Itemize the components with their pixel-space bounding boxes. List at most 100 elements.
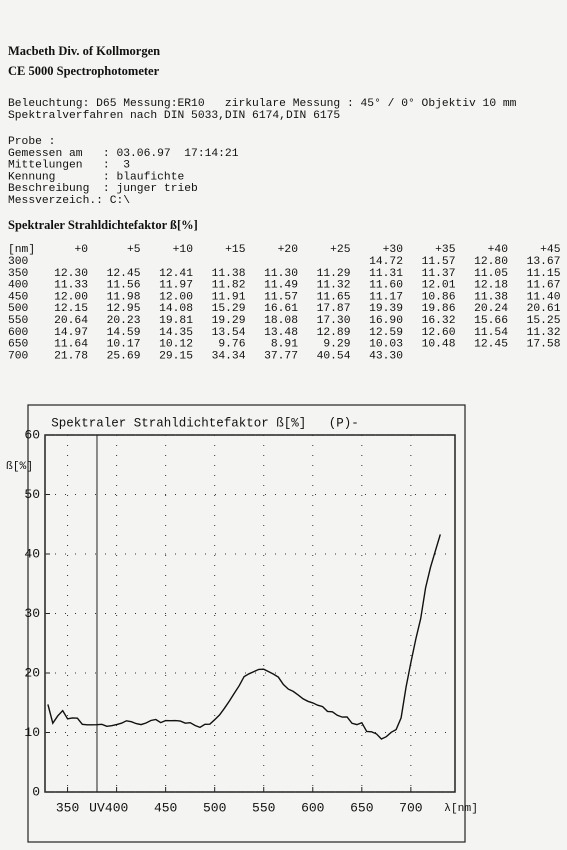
table-cell: 17.58 bbox=[527, 339, 561, 351]
table-cell: 9.29 bbox=[323, 339, 350, 351]
y-tick-label: 0 bbox=[32, 784, 40, 799]
table-cell: 10.48 bbox=[422, 339, 456, 351]
y-tick-label: 40 bbox=[24, 546, 40, 561]
table-cell: 14.59 bbox=[107, 327, 141, 339]
table-cell: 11.30 bbox=[264, 268, 298, 280]
table-cell: 11.32 bbox=[317, 280, 351, 292]
table-cell: 11.57 bbox=[264, 291, 298, 303]
table-cell: 12.45 bbox=[474, 339, 508, 351]
probe-line: Messverzeich.: C:\ bbox=[8, 195, 130, 207]
table-cell: 11.17 bbox=[369, 291, 403, 303]
y-tick-label: 20 bbox=[24, 665, 40, 680]
y-tick-label: 60 bbox=[24, 427, 40, 442]
table-cell: 12.89 bbox=[317, 327, 351, 339]
table-cell: 16.61 bbox=[264, 303, 298, 315]
table-cell: 14.72 bbox=[369, 256, 403, 268]
table-cell: 11.56 bbox=[107, 280, 141, 292]
plot-area bbox=[44, 434, 456, 793]
table-cell: 11.31 bbox=[369, 268, 403, 280]
table-cell: 20.61 bbox=[527, 303, 561, 315]
table-cell: 34.34 bbox=[212, 350, 246, 362]
x-tick-label: 500 bbox=[203, 800, 226, 815]
table-header: [nm] bbox=[8, 244, 35, 256]
x-tick-label: 650 bbox=[350, 800, 373, 815]
table-cell: 14.97 bbox=[54, 327, 88, 339]
table-cell: 12.15 bbox=[54, 303, 88, 315]
table-header: +10 bbox=[173, 244, 194, 256]
probe-line: Probe : bbox=[8, 136, 55, 148]
table-header: +0 bbox=[74, 244, 88, 256]
table-cell: 12.41 bbox=[159, 268, 193, 280]
table-header: +15 bbox=[225, 244, 246, 256]
table-cell: 13.67 bbox=[527, 256, 561, 268]
table-cell: 11.40 bbox=[527, 291, 561, 303]
table-cell: 11.33 bbox=[54, 280, 88, 292]
table-cell: 11.32 bbox=[527, 327, 561, 339]
table-cell: 18.08 bbox=[264, 315, 298, 327]
row-label: 450 bbox=[8, 291, 29, 303]
table-cell: 20.24 bbox=[474, 303, 508, 315]
table-cell: 19.86 bbox=[422, 303, 456, 315]
table-cell: 40.54 bbox=[317, 350, 351, 362]
table-cell: 12.95 bbox=[107, 303, 141, 315]
table-header: +25 bbox=[330, 244, 351, 256]
table-cell: 13.54 bbox=[212, 327, 246, 339]
table-cell: 15.29 bbox=[212, 303, 246, 315]
table-cell: 12.45 bbox=[107, 268, 141, 280]
table-cell: 12.60 bbox=[422, 327, 456, 339]
y-axis-label: ß[%] bbox=[6, 461, 33, 473]
x-tick-label: 350 bbox=[56, 800, 79, 815]
table-cell: 12.59 bbox=[369, 327, 403, 339]
table-header: +30 bbox=[383, 244, 404, 256]
table-cell: 12.30 bbox=[54, 268, 88, 280]
table-header: +35 bbox=[435, 244, 456, 256]
table-cell: 11.64 bbox=[54, 339, 88, 351]
table-cell: 11.54 bbox=[474, 327, 508, 339]
table-cell: 11.29 bbox=[317, 268, 351, 280]
table-cell: 11.60 bbox=[369, 280, 403, 292]
probe-line: Gemessen am : 03.06.97 17:14:21 bbox=[8, 148, 239, 160]
row-label: 700 bbox=[8, 350, 29, 362]
table-cell: 12.00 bbox=[159, 291, 193, 303]
table-cell: 11.38 bbox=[212, 268, 246, 280]
table-cell: 20.23 bbox=[107, 315, 141, 327]
table-cell: 19.39 bbox=[369, 303, 403, 315]
table-header: +20 bbox=[278, 244, 299, 256]
table-title: Spektraler Strahldichtefaktor ß[%] bbox=[8, 218, 198, 232]
table-cell: 17.87 bbox=[317, 303, 351, 315]
table-header: +5 bbox=[127, 244, 141, 256]
row-label: 300 bbox=[8, 256, 29, 268]
table-cell: 20.64 bbox=[54, 315, 88, 327]
table-cell: 14.08 bbox=[159, 303, 193, 315]
table-cell: 12.80 bbox=[474, 256, 508, 268]
table-cell: 11.49 bbox=[264, 280, 298, 292]
spectrum-line bbox=[47, 534, 441, 740]
table-cell: 11.67 bbox=[527, 280, 561, 292]
table-cell: 29.15 bbox=[159, 350, 193, 362]
table-header: +40 bbox=[488, 244, 509, 256]
table-cell: 10.86 bbox=[422, 291, 456, 303]
table-cell: 11.97 bbox=[159, 280, 193, 292]
table-cell: 10.03 bbox=[369, 339, 403, 351]
chart-title: Spektraler Strahldichtefaktor ß[%] (P)- bbox=[51, 416, 359, 430]
table-cell: 10.17 bbox=[107, 339, 141, 351]
table-cell: 11.05 bbox=[474, 268, 508, 280]
table-cell: 11.65 bbox=[317, 291, 351, 303]
y-tick-label: 50 bbox=[24, 487, 40, 502]
x-axis-label: λ[nm] bbox=[444, 803, 478, 815]
x-tick-label: UV bbox=[89, 800, 105, 815]
x-tick-label: 450 bbox=[154, 800, 177, 815]
table-header: +45 bbox=[540, 244, 561, 256]
x-tick-label: 550 bbox=[252, 800, 275, 815]
table-cell: 13.48 bbox=[264, 327, 298, 339]
probe-line: Mittelungen : 3 bbox=[8, 160, 130, 172]
table-cell: 16.90 bbox=[369, 315, 403, 327]
probe-line: Kennung : blaufichte bbox=[8, 171, 184, 183]
table-cell: 16.32 bbox=[422, 315, 456, 327]
x-tick-label: 400 bbox=[105, 800, 128, 815]
table-cell: 15.66 bbox=[474, 315, 508, 327]
row-label: 500 bbox=[8, 303, 29, 315]
table-cell: 17.30 bbox=[317, 315, 351, 327]
model: CE 5000 Spectrophotometer bbox=[8, 64, 160, 78]
